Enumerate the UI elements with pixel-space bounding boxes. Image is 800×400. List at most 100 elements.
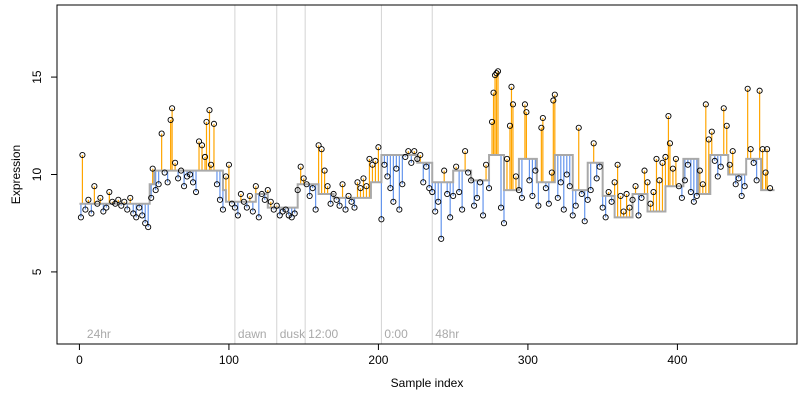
data-point — [426, 185, 433, 192]
data-point — [605, 188, 612, 196]
data-point — [161, 169, 168, 176]
data-point — [444, 190, 451, 198]
data-point — [465, 169, 472, 176]
data-point — [309, 185, 316, 192]
data-point — [641, 167, 648, 174]
data-point — [711, 157, 718, 164]
data-point — [408, 159, 415, 166]
data-point — [82, 206, 89, 213]
data-point — [432, 208, 439, 215]
data-point — [539, 114, 546, 122]
data-point — [149, 165, 156, 172]
data-point — [405, 148, 412, 155]
data-point — [759, 146, 766, 153]
y-tick-label: 10 — [30, 168, 44, 182]
data-point — [684, 161, 691, 168]
data-point — [172, 159, 179, 166]
data-point — [378, 216, 385, 223]
data-point — [288, 214, 295, 221]
data-point — [675, 183, 682, 190]
data-point — [189, 179, 197, 186]
data-point — [503, 155, 511, 162]
data-point — [327, 200, 334, 207]
data-point — [526, 177, 533, 184]
data-point — [133, 214, 140, 221]
data-point — [282, 206, 289, 213]
data-point — [644, 179, 651, 186]
data-point — [497, 204, 505, 211]
data-point — [357, 185, 364, 192]
data-points — [77, 68, 774, 242]
data-point — [155, 181, 162, 188]
data-point — [590, 140, 597, 147]
data-point — [538, 124, 545, 131]
data-point — [142, 220, 149, 227]
data-point — [702, 101, 709, 108]
data-point — [261, 196, 268, 203]
data-point — [228, 200, 235, 207]
data-point — [438, 235, 445, 242]
data-point — [672, 155, 679, 162]
data-point — [297, 163, 304, 170]
data-point — [267, 198, 274, 205]
data-point — [521, 101, 528, 108]
data-point — [551, 91, 558, 98]
data-point — [512, 173, 519, 180]
data-point — [764, 146, 771, 153]
x-axis: 0 100 200 300 400 — [76, 344, 688, 367]
data-point — [441, 167, 448, 174]
data-point — [100, 208, 107, 215]
data-point — [342, 206, 349, 213]
data-point — [584, 196, 591, 203]
data-point — [420, 179, 427, 186]
data-point — [148, 194, 155, 201]
data-point — [506, 122, 514, 129]
data-point — [246, 192, 253, 199]
data-point — [509, 101, 517, 108]
data-point — [474, 194, 481, 201]
data-point — [414, 155, 421, 162]
data-point — [303, 181, 310, 188]
data-point — [477, 179, 484, 186]
annotation-label: dawn — [238, 327, 267, 341]
x-tick-label: 400 — [667, 353, 687, 367]
data-point — [411, 148, 418, 155]
data-point — [390, 198, 397, 205]
y-axis: 5 10 15 — [30, 70, 57, 275]
data-point — [542, 185, 549, 192]
data-point — [726, 161, 733, 168]
data-point — [192, 188, 200, 196]
data-point — [396, 206, 403, 213]
data-point — [762, 169, 769, 176]
data-point — [708, 128, 715, 135]
data-point — [429, 188, 436, 196]
data-point — [626, 204, 633, 211]
data-point — [550, 97, 557, 104]
data-point — [572, 202, 579, 209]
data-point — [729, 148, 736, 155]
data-point — [563, 171, 570, 178]
data-point — [249, 208, 256, 215]
data-point — [456, 188, 463, 196]
data-point — [653, 155, 660, 162]
data-point — [554, 194, 561, 201]
data-point — [77, 214, 84, 221]
data-point — [493, 70, 500, 77]
data-point — [738, 192, 745, 199]
data-point — [324, 183, 331, 190]
data-point — [112, 200, 119, 207]
data-point — [339, 181, 346, 188]
data-point — [345, 192, 352, 199]
data-point — [632, 183, 639, 190]
data-point — [243, 204, 250, 211]
data-point — [453, 163, 460, 170]
data-point — [216, 196, 223, 203]
data-point — [678, 194, 685, 201]
data-point — [106, 188, 113, 196]
data-point — [767, 185, 774, 192]
data-point — [462, 148, 469, 155]
data-point — [491, 72, 499, 79]
fitted-step-line — [79, 154, 775, 219]
data-point — [623, 190, 630, 198]
data-point — [285, 212, 292, 219]
